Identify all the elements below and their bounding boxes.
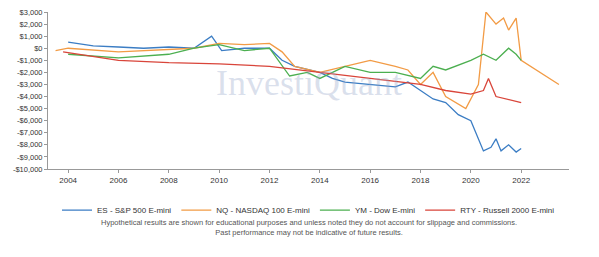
svg-text:-$3,000: -$3,000 bbox=[17, 80, 42, 89]
svg-text:-$9,000: -$9,000 bbox=[17, 153, 42, 162]
svg-text:-$6,000: -$6,000 bbox=[17, 116, 42, 125]
svg-text:2012: 2012 bbox=[261, 176, 279, 185]
svg-text:-$5,000: -$5,000 bbox=[17, 104, 42, 113]
svg-text:Hypothetical results are shown: Hypothetical results are shown for educa… bbox=[101, 218, 517, 237]
svg-text:$3,000: $3,000 bbox=[20, 8, 43, 17]
svg-text:2008: 2008 bbox=[160, 176, 178, 185]
svg-text:2018: 2018 bbox=[412, 176, 430, 185]
svg-text:-$1,000: -$1,000 bbox=[17, 56, 42, 65]
svg-text:2022: 2022 bbox=[512, 176, 530, 185]
svg-text:2014: 2014 bbox=[311, 176, 329, 185]
svg-text:-$2,000: -$2,000 bbox=[17, 68, 42, 77]
svg-text:NQ - NASDAQ 100 E-mini: NQ - NASDAQ 100 E-mini bbox=[216, 206, 310, 215]
svg-text:2004: 2004 bbox=[59, 176, 77, 185]
svg-text:$2,000: $2,000 bbox=[20, 20, 43, 29]
svg-text:$0: $0 bbox=[34, 44, 42, 53]
svg-text:ES - S&P 500 E-mini: ES - S&P 500 E-mini bbox=[97, 206, 171, 215]
svg-text:$1,000: $1,000 bbox=[20, 32, 43, 41]
svg-text:YM - Dow E-mini: YM - Dow E-mini bbox=[355, 206, 415, 215]
svg-text:2006: 2006 bbox=[110, 176, 128, 185]
svg-text:-$10,000: -$10,000 bbox=[13, 165, 43, 174]
svg-text:2010: 2010 bbox=[210, 176, 228, 185]
svg-text:2016: 2016 bbox=[361, 176, 379, 185]
svg-text:-$7,000: -$7,000 bbox=[17, 128, 42, 137]
svg-text:InvestiQuant: InvestiQuant bbox=[216, 63, 402, 103]
svg-text:RTY - Russell 2000 E-mini: RTY - Russell 2000 E-mini bbox=[460, 206, 554, 215]
svg-text:-$8,000: -$8,000 bbox=[17, 140, 42, 149]
svg-text:-$4,000: -$4,000 bbox=[17, 92, 42, 101]
svg-text:2020: 2020 bbox=[462, 176, 480, 185]
